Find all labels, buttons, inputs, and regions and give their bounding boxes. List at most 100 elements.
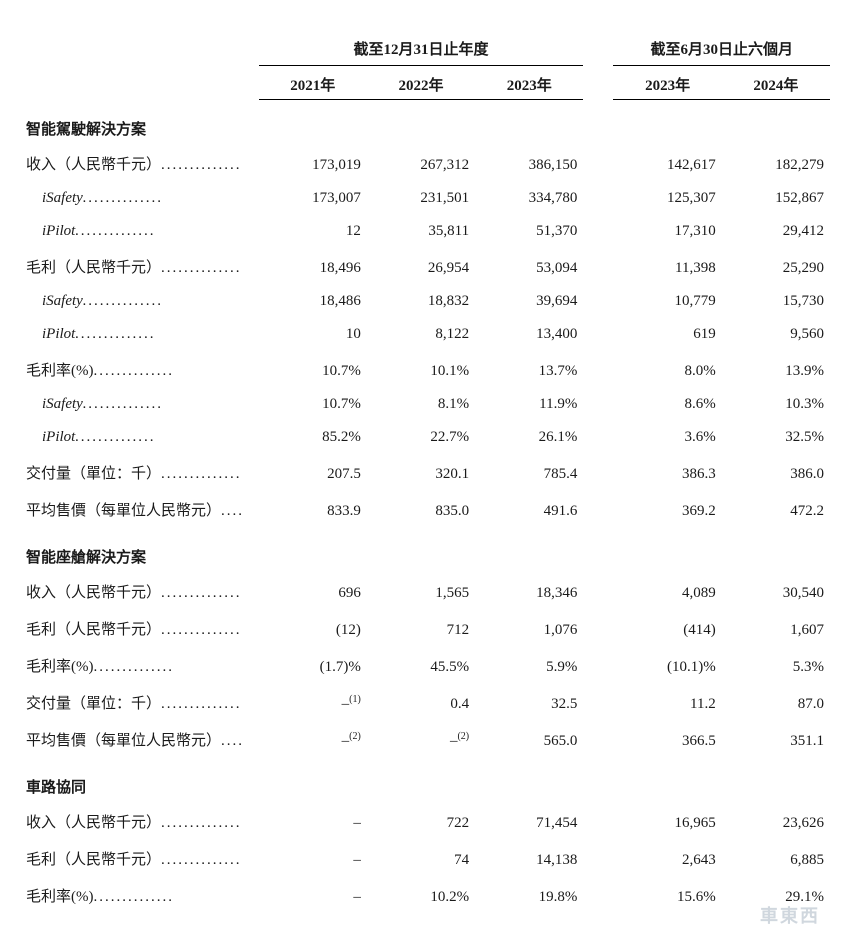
row-label: 毛利率(%) [26,363,94,379]
cell: 5.3% [722,647,830,684]
cell: 696 [259,573,367,610]
cell: 11.2 [613,684,721,721]
row-label: iSafety [42,190,83,206]
cell: 74 [367,840,475,877]
cell: 18,486 [259,285,367,318]
table-row: 交付量（單位：千） 207.5320.1785.4386.3386.0 [20,454,830,491]
cell: 15,730 [722,285,830,318]
row-label: 平均售價（每單位人民幣元） [26,503,221,519]
cell: – [259,803,367,840]
cell: 351.1 [722,721,830,758]
financial-table: 截至12月31日止年度 截至6月30日止六個月 2021年 2022年 2023… [20,30,830,914]
cell: 785.4 [475,454,583,491]
cell: 835.0 [367,491,475,528]
cell: 8.0% [613,351,721,388]
cell: 25,290 [722,248,830,285]
cell: 10.1% [367,351,475,388]
cell: 231,501 [367,182,475,215]
row-label: 收入（人民幣千元） [26,157,161,173]
cell: 565.0 [475,721,583,758]
row-label: 平均售價（每單位人民幣元） [26,733,221,749]
cell: 13.7% [475,351,583,388]
cell: 19.8% [475,877,583,914]
cell: 0.4 [367,684,475,721]
row-label: iPilot [42,429,75,445]
cell: 32.5% [722,421,830,454]
cell: 152,867 [722,182,830,215]
group-header-row: 截至12月31日止年度 截至6月30日止六個月 [20,30,830,66]
cell: 1,076 [475,610,583,647]
row-label: iPilot [42,223,75,239]
header-2021: 2021年 [259,66,367,100]
cell: 9,560 [722,318,830,351]
footnote-marker: (2) [457,731,469,742]
cell: 320.1 [367,454,475,491]
header-h1-2024: 2024年 [722,66,830,100]
cell: 4,089 [613,573,721,610]
table-row: iSafety 18,48618,83239,69410,77915,730 [20,285,830,318]
cell: 10.7% [259,388,367,421]
cell: 15.6% [613,877,721,914]
cell: 32.5 [475,684,583,721]
header-2022: 2022年 [367,66,475,100]
cell: 334,780 [475,182,583,215]
table-row: iPilot 85.2%22.7%26.1%3.6%32.5% [20,421,830,454]
cell: (10.1)% [613,647,721,684]
year-header-row: 2021年 2022年 2023年 2023年 2024年 [20,66,830,100]
cell: 13,400 [475,318,583,351]
header-h1-2023: 2023年 [613,66,721,100]
cell: 2,643 [613,840,721,877]
cell: 35,811 [367,215,475,248]
row-label: 收入（人民幣千元） [26,815,161,831]
cell: 26.1% [475,421,583,454]
cell: – [259,840,367,877]
table-row: 平均售價（每單位人民幣元） 833.9835.0491.6369.2472.2 [20,491,830,528]
watermark: 車東西 [760,902,820,928]
table-row: 毛利率(%) 10.7%10.1%13.7%8.0%13.9% [20,351,830,388]
footnote-marker: (1) [349,694,361,705]
cell: 45.5% [367,647,475,684]
cell: 26,954 [367,248,475,285]
cell: 8,122 [367,318,475,351]
cell: 619 [613,318,721,351]
cell: 10.3% [722,388,830,421]
header-2023: 2023年 [475,66,583,100]
cell: (1.7)% [259,647,367,684]
row-label: 收入（人民幣千元） [26,585,161,601]
table-row: 毛利率(%) –10.2%19.8%15.6%29.1% [20,877,830,914]
cell: 51,370 [475,215,583,248]
cell: 18,832 [367,285,475,318]
table-row: 收入（人民幣千元） 6961,56518,3464,08930,540 [20,573,830,610]
cell: 17,310 [613,215,721,248]
table-row: 毛利率(%) (1.7)%45.5%5.9%(10.1)%5.3% [20,647,830,684]
cell: 53,094 [475,248,583,285]
cell: 10.2% [367,877,475,914]
row-label: 毛利（人民幣千元） [26,622,161,638]
cell: 12 [259,215,367,248]
cell: 30,540 [722,573,830,610]
cell: 182,279 [722,145,830,182]
section-title-cockpit: 智能座艙解決方案 [20,528,830,573]
table-row: 毛利（人民幣千元） 18,49626,95453,09411,39825,290 [20,248,830,285]
cell: 173,007 [259,182,367,215]
row-label: 交付量（單位：千） [26,696,161,712]
table-row: iPilot 108,12213,4006199,560 [20,318,830,351]
cell: 207.5 [259,454,367,491]
cell: 87.0 [722,684,830,721]
cell: –(2) [367,721,475,758]
cell: 29,412 [722,215,830,248]
cell: 3.6% [613,421,721,454]
cell: 14,138 [475,840,583,877]
table-row: 收入（人民幣千元） 173,019267,312386,150142,61718… [20,145,830,182]
row-label: 毛利率(%) [26,889,94,905]
cell: 18,496 [259,248,367,285]
cell: 10.7% [259,351,367,388]
cell: 173,019 [259,145,367,182]
table-row: iSafety 10.7%8.1%11.9%8.6%10.3% [20,388,830,421]
cell: 712 [367,610,475,647]
cell: 11.9% [475,388,583,421]
cell: 1,565 [367,573,475,610]
cell: 85.2% [259,421,367,454]
cell: –(1) [259,684,367,721]
cell: 10,779 [613,285,721,318]
